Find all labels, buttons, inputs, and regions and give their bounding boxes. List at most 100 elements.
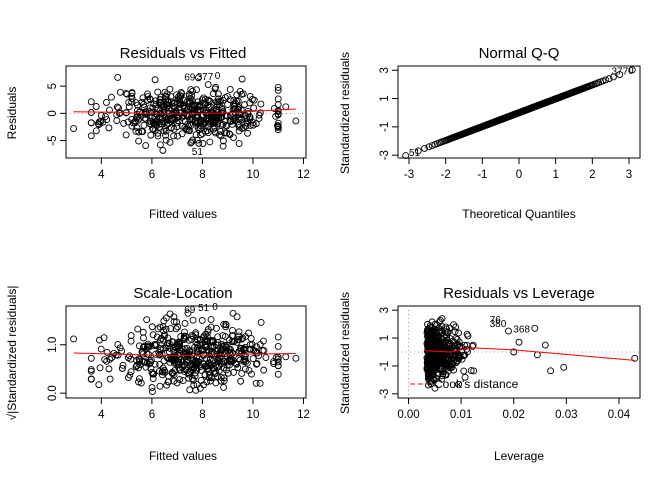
data-point bbox=[188, 331, 196, 339]
data-point bbox=[162, 131, 170, 139]
data-point bbox=[154, 88, 162, 96]
data-point bbox=[87, 132, 95, 140]
data-point bbox=[547, 367, 555, 375]
data-point bbox=[184, 106, 191, 114]
data-point bbox=[233, 313, 241, 321]
data-point bbox=[135, 342, 143, 350]
data-point bbox=[87, 375, 95, 383]
x-axis-label: Fitted values bbox=[149, 207, 217, 221]
data-point bbox=[423, 327, 431, 335]
data-point bbox=[123, 90, 131, 98]
data-point bbox=[87, 367, 95, 375]
data-point bbox=[184, 356, 192, 364]
data-point bbox=[209, 338, 217, 346]
data-point bbox=[156, 141, 164, 149]
point-label: 0 bbox=[215, 71, 221, 82]
x-tick-label: 8 bbox=[199, 169, 205, 181]
data-point bbox=[169, 346, 177, 354]
data-point bbox=[243, 359, 251, 367]
data-point bbox=[247, 335, 255, 343]
data-point bbox=[126, 352, 134, 360]
data-point bbox=[203, 333, 211, 341]
x-tick-label: 8 bbox=[199, 409, 205, 421]
data-point bbox=[92, 103, 100, 110]
panel-title: Residuals vs Fitted bbox=[120, 45, 247, 62]
data-point bbox=[110, 349, 118, 357]
data-point bbox=[168, 338, 176, 346]
data-point bbox=[192, 339, 200, 346]
data-point bbox=[162, 92, 169, 100]
data-point bbox=[201, 119, 209, 127]
data-point bbox=[159, 146, 167, 154]
data-point bbox=[116, 88, 124, 96]
data-point bbox=[176, 100, 184, 108]
data-point bbox=[202, 341, 210, 349]
data-point bbox=[424, 363, 432, 371]
legend-label: Cook's distance bbox=[434, 377, 519, 391]
data-point bbox=[445, 360, 453, 368]
data-point bbox=[189, 376, 197, 384]
data-point bbox=[204, 101, 212, 109]
data-point bbox=[163, 381, 171, 389]
data-point bbox=[151, 116, 159, 124]
data-point bbox=[161, 88, 169, 96]
x-axis-label: Fitted values bbox=[149, 449, 217, 463]
data-point bbox=[198, 316, 206, 324]
data-point bbox=[165, 348, 173, 356]
data-point bbox=[455, 380, 463, 388]
data-point bbox=[421, 144, 429, 152]
data-point bbox=[222, 320, 230, 328]
x-tick-label: 0.02 bbox=[503, 409, 525, 421]
data-point bbox=[438, 322, 446, 330]
data-point bbox=[103, 348, 111, 356]
data-point bbox=[256, 109, 264, 117]
data-point bbox=[180, 96, 187, 104]
panel-scale-location: Scale-Location Fitted values √|Standardi… bbox=[5, 285, 310, 463]
data-point bbox=[274, 83, 282, 91]
data-point bbox=[158, 120, 166, 128]
x-tick-label: 0.04 bbox=[608, 409, 631, 421]
data-point bbox=[246, 121, 254, 129]
data-point bbox=[434, 349, 442, 357]
x-tick-label: -2 bbox=[441, 169, 451, 181]
data-point bbox=[219, 142, 227, 150]
data-point bbox=[178, 90, 186, 98]
data-point bbox=[631, 354, 639, 362]
y-tick-label: -5 bbox=[47, 135, 59, 145]
data-point bbox=[189, 357, 197, 365]
data-point bbox=[125, 103, 133, 111]
data-point bbox=[274, 101, 282, 109]
data-point bbox=[270, 105, 278, 112]
data-point bbox=[147, 359, 154, 366]
data-point bbox=[204, 112, 212, 120]
data-point bbox=[226, 336, 233, 344]
data-point bbox=[226, 349, 234, 357]
data-point bbox=[428, 333, 436, 340]
data-point bbox=[114, 351, 122, 359]
data-point bbox=[162, 136, 170, 144]
data-point bbox=[142, 111, 150, 119]
data-point bbox=[101, 356, 109, 364]
points bbox=[402, 66, 636, 160]
data-point bbox=[199, 140, 207, 147]
data-point bbox=[182, 125, 190, 133]
data-point bbox=[156, 382, 164, 390]
data-point bbox=[170, 357, 178, 365]
panel-title: Residuals vs Leverage bbox=[443, 285, 595, 302]
data-point bbox=[176, 376, 184, 383]
data-point bbox=[170, 132, 178, 140]
x-tick-label: 10 bbox=[247, 409, 260, 421]
panel-title: Normal Q-Q bbox=[479, 45, 560, 62]
data-point bbox=[431, 363, 439, 371]
data-point bbox=[200, 360, 207, 368]
y-axis-label: Standardized residuals bbox=[338, 52, 352, 174]
data-point bbox=[192, 131, 200, 139]
data-point bbox=[102, 113, 109, 121]
data-point bbox=[187, 139, 195, 147]
data-point bbox=[217, 127, 224, 135]
point-label: 380 bbox=[490, 319, 507, 330]
data-point bbox=[136, 361, 144, 369]
panel-residuals-vs-leverage: Residuals vs Leverage Leverage Standardi… bbox=[338, 285, 641, 463]
data-point bbox=[95, 381, 103, 389]
data-point bbox=[247, 345, 255, 353]
